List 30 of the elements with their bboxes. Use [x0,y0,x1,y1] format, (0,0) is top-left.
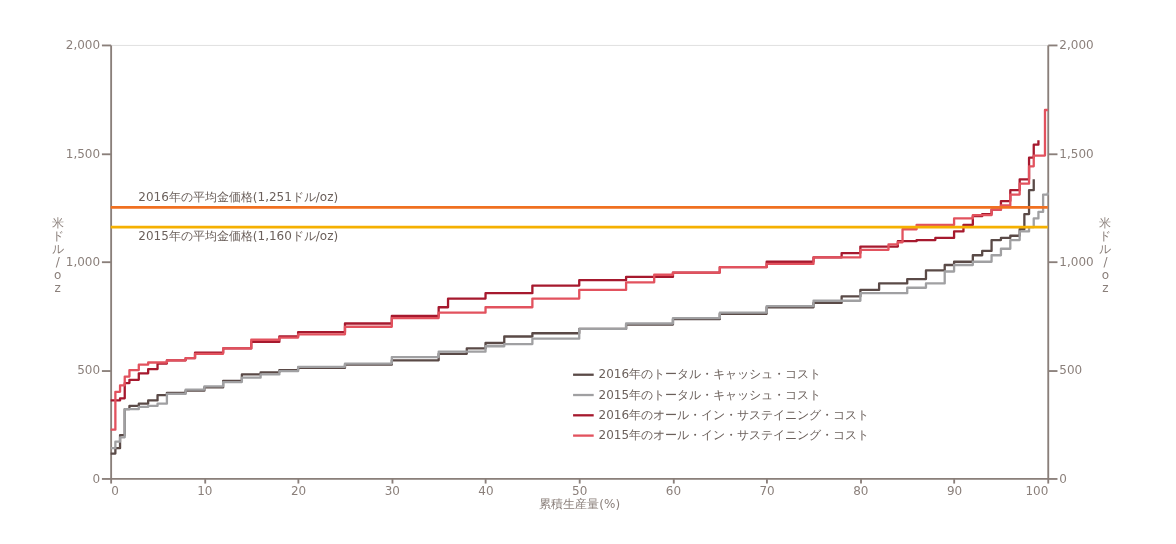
y2-tick-label: 2,000 [1059,38,1094,53]
x-tick-label: 100 [1025,483,1049,498]
x-tick-label: 10 [197,483,213,498]
y2-tick-label: 1,500 [1059,146,1094,161]
legend-label: 2016年のトータル・キャッシュ・コスト [598,367,822,382]
x-tick-label: 40 [478,483,494,498]
legend-label: 2015年のトータル・キャッシュ・コスト [598,387,822,402]
y-tick-label: 500 [77,363,101,378]
y2-tick-label: 1,000 [1059,254,1094,269]
x-tick-label: 60 [665,483,682,498]
y-tick-label: 2,000 [65,38,101,53]
x-tick-label: 30 [384,483,400,498]
ref-line-label: 2015年の平均金価格(1,160ドル/oz) [138,228,339,243]
legend-label: 2016年のオール・イン・サステイニング・コスト [598,408,870,422]
x-tick-label: 80 [853,483,869,498]
y2-tick-label: 0 [1059,471,1067,486]
y-tick-label: 0 [92,471,101,486]
legend-label: 2015年のオール・イン・サステイニング・コスト [598,428,870,443]
y2-tick-label: 500 [1059,363,1083,378]
ref-line-label: 2016年の平均金価格(1,251ドル/oz) [138,189,339,204]
y-tick-label: 1,500 [65,146,101,161]
x-tick-label: 70 [759,483,775,498]
y-axis-title: 米ドル/oz [51,216,64,295]
y-tick-label: 1,000 [65,254,101,269]
x-tick-label: 0 [111,483,119,498]
x-axis-title: 累積生産量(%) [539,497,621,512]
x-tick-label: 90 [946,483,963,498]
x-tick-label: 50 [572,483,588,498]
y2-axis-title: 米ドル/oz [1099,216,1112,295]
x-tick-label: 20 [290,483,307,498]
